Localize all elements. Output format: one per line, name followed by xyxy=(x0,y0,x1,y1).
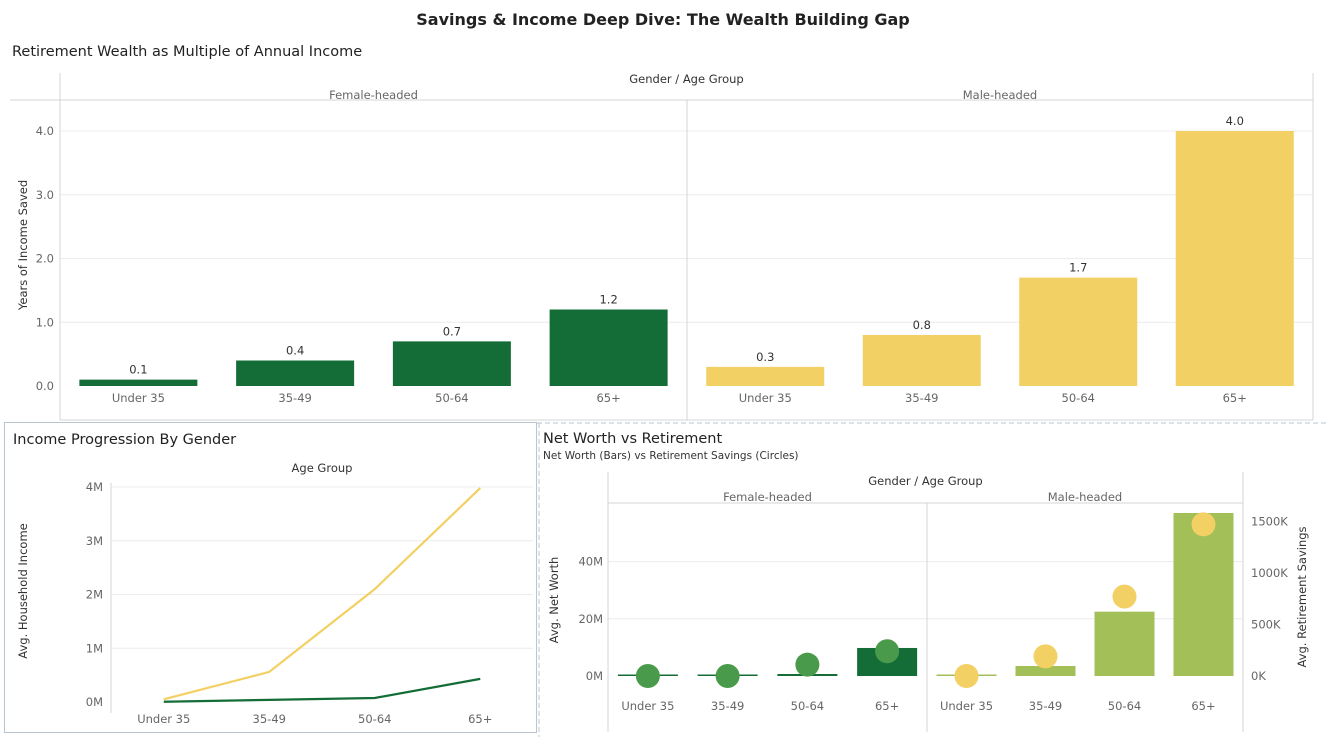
y-tick-label: 1M xyxy=(86,641,103,655)
circle-female-headed-under-35 xyxy=(635,664,660,688)
retirement-multiple-chart: 0.0 1.0 2.0 3.0 4.0 Gender / Age Group Female-… xyxy=(10,72,1314,421)
net-worth-chart: 0M 20M 40M 0K 500K 1000K 1500K Gender / Age Gro… xyxy=(537,422,1326,737)
data-label: 1.7 xyxy=(1069,261,1087,275)
y-axis-title: Years of Income Saved xyxy=(16,180,30,311)
header-title: Age Group xyxy=(292,461,353,475)
dashboard-title: Savings & Income Deep Dive: The Wealth B… xyxy=(416,10,910,29)
group-header-male-headed: Male-headed xyxy=(1048,490,1122,504)
bar-male-headed-50-64 xyxy=(1019,277,1138,386)
y-tick-label-left: 0M xyxy=(586,669,603,683)
x-tick-label: Under 35 xyxy=(739,391,792,405)
y-tick-label: 4M xyxy=(86,480,103,494)
y-tick-label-right: 1500K xyxy=(1251,514,1288,528)
bar-male-headed-under-35 xyxy=(706,366,825,386)
y-tick-label: 2M xyxy=(86,588,103,602)
x-tick-label: 65+ xyxy=(1191,699,1215,713)
x-tick-label: 50-64 xyxy=(791,699,824,713)
x-tick-label: 50-64 xyxy=(1108,699,1141,713)
y-tick-label: 3M xyxy=(86,534,103,548)
x-tick-label: Under 35 xyxy=(137,712,190,726)
y-axis-title-left: Avg. Net Worth xyxy=(547,557,561,644)
x-tick-label: 65+ xyxy=(596,391,620,405)
bar-female-headed-65 xyxy=(549,309,668,386)
retirement-multiple-panel: Retirement Wealth as Multiple of Annual … xyxy=(0,40,1326,422)
circle-male-headed-35-49 xyxy=(1033,644,1058,669)
x-tick-label: 35-49 xyxy=(253,712,286,726)
y-tick-label: 4.0 xyxy=(36,124,54,138)
income-progression-chart: Age Group 0M 1M 2M 3M 4M Avg. Household Income… xyxy=(16,461,533,726)
circle-male-headed-65 xyxy=(1191,512,1216,537)
circle-male-headed-under-35 xyxy=(954,664,979,688)
bar-male-headed-65 xyxy=(1175,131,1294,386)
y-tick-label-left: 40M xyxy=(578,555,603,569)
bar-female-headed-35-49 xyxy=(236,360,355,386)
x-tick-label: 65+ xyxy=(468,712,492,726)
y-tick-label-right: 0K xyxy=(1251,669,1266,683)
retirement-multiple-title: Retirement Wealth as Multiple of Annual … xyxy=(12,44,363,60)
net-worth-subtitle: Net Worth (Bars) vs Retirement Savings (… xyxy=(543,450,799,462)
circle-female-headed-65 xyxy=(875,639,900,664)
data-label: 4.0 xyxy=(1226,114,1244,128)
y-tick-label: 2.0 xyxy=(36,252,54,266)
bar-male-headed-65 xyxy=(1173,513,1234,676)
circle-female-headed-35-49 xyxy=(715,664,740,688)
y-tick-label-left: 20M xyxy=(578,612,603,626)
bar-male-headed-35-49 xyxy=(1015,665,1076,676)
x-tick-label: 35-49 xyxy=(905,391,938,405)
y-axis-title-right: Avg. Retirement Savings xyxy=(1295,526,1309,667)
header-title: Gender / Age Group xyxy=(868,474,982,488)
circle-male-headed-50-64 xyxy=(1112,584,1137,609)
data-label: 0.7 xyxy=(443,324,461,338)
data-label: 0.8 xyxy=(913,318,931,332)
bar-female-headed-under-35 xyxy=(79,379,198,386)
net-worth-panel: Net Worth vs Retirement Net Worth (Bars)… xyxy=(537,422,1326,737)
data-label: 1.2 xyxy=(599,293,617,307)
data-label: 0.1 xyxy=(129,363,147,377)
line-male-headed xyxy=(163,487,482,701)
header-title: Gender / Age Group xyxy=(629,72,743,86)
bar-female-headed-50-64 xyxy=(392,341,511,386)
group-header-female-headed: Female-headed xyxy=(329,88,418,102)
x-tick-label: 50-64 xyxy=(1062,391,1095,405)
group-header-male-headed: Male-headed xyxy=(963,88,1037,102)
y-tick-label-right: 1000K xyxy=(1251,566,1288,580)
x-tick-label: 50-64 xyxy=(358,712,391,726)
y-tick-label-right: 500K xyxy=(1251,617,1281,631)
income-progression-title: Income Progression By Gender xyxy=(13,432,237,448)
bar-male-headed-50-64 xyxy=(1094,611,1155,676)
y-axis-title: Avg. Household Income xyxy=(16,523,30,658)
income-progression-panel: Income Progression By Gender Age Group 0M… xyxy=(4,422,537,733)
x-tick-label: Under 35 xyxy=(621,699,674,713)
x-tick-label: 35-49 xyxy=(278,391,311,405)
x-tick-label: 65+ xyxy=(875,699,899,713)
circle-female-headed-50-64 xyxy=(795,652,820,677)
data-label: 0.3 xyxy=(756,350,774,364)
y-tick-label: 0.0 xyxy=(36,379,54,393)
x-tick-label: 35-49 xyxy=(711,699,744,713)
x-tick-label: Under 35 xyxy=(112,391,165,405)
group-header-female-headed: Female-headed xyxy=(723,490,812,504)
y-tick-label: 0M xyxy=(86,695,103,709)
y-tick-label: 1.0 xyxy=(36,315,54,329)
x-tick-label: 35-49 xyxy=(1029,699,1062,713)
y-tick-label: 3.0 xyxy=(36,188,54,202)
line-female-headed xyxy=(163,677,481,703)
data-label: 0.4 xyxy=(286,344,304,358)
x-tick-label: Under 35 xyxy=(940,699,993,713)
bar-male-headed-35-49 xyxy=(862,335,981,386)
x-tick-label: 65+ xyxy=(1223,391,1247,405)
net-worth-title: Net Worth vs Retirement xyxy=(543,431,723,447)
x-tick-label: 50-64 xyxy=(435,391,468,405)
